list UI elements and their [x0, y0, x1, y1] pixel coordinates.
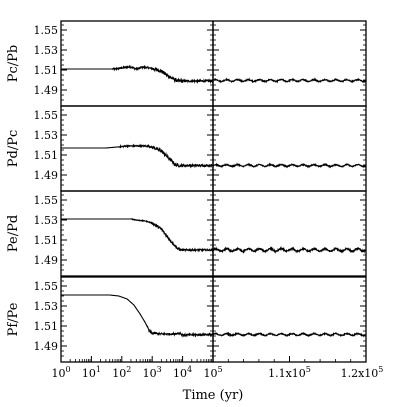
y-tick-label: 1.51	[34, 320, 59, 333]
panel-frame-left	[60, 20, 214, 107]
y-tick-label: 1.55	[34, 24, 59, 37]
x-tick-label-right: 1.1x105	[268, 365, 311, 380]
panel-frame-right	[212, 105, 367, 192]
panel-3: 1.49 1.51 1.53 1.55 Pe/Pd	[6, 190, 367, 277]
series-right-line	[212, 331, 367, 338]
x-tick-label-left: 105	[203, 365, 222, 380]
y-axis-label-3: Pe/Pd	[6, 215, 21, 252]
y-tick-label: 1.53	[34, 300, 59, 313]
panel-frame-right	[212, 20, 367, 107]
panel-1: 1.49 1.51 1.53 1.55 Pc/Pb	[6, 20, 367, 107]
series-left-line	[61, 143, 214, 169]
y-tick-label: 1.49	[34, 169, 59, 182]
series-left-line	[61, 217, 214, 253]
y-tick-label: 1.55	[34, 109, 59, 122]
series-right-line	[212, 162, 367, 169]
x-tick-label-left: 100	[51, 365, 70, 380]
x-tick-label-left: 101	[82, 365, 101, 380]
y-tick-label: 1.49	[34, 84, 59, 97]
y-axis-label-2: Pd/Pc	[6, 130, 21, 167]
series-left-line	[61, 294, 214, 339]
panels-group: 1.49 1.51 1.53 1.55 Pc/Pb 1.49 1.51 1.53 1.55 Pd/…	[6, 20, 367, 363]
y-tick-label: 1.55	[34, 280, 59, 293]
panel-frame-left	[60, 276, 214, 363]
series-right-line	[212, 77, 367, 84]
panel-frame-left	[60, 190, 214, 277]
x-tick-label-left: 103	[143, 365, 162, 380]
y-axis-label-1: Pc/Pb	[6, 45, 21, 82]
y-tick-label: 1.53	[34, 129, 59, 142]
y-tick-label: 1.55	[34, 194, 59, 207]
series-right-line	[212, 246, 367, 255]
y-tick-label: 1.53	[34, 214, 59, 227]
y-axis-label-4: Pf/Pe	[6, 302, 21, 336]
x-tick-label-right: 1.2x105	[341, 365, 384, 380]
y-tick-label: 1.49	[34, 254, 59, 267]
panel-frame-right	[212, 190, 367, 277]
y-tick-label: 1.51	[34, 64, 59, 77]
series-left-line	[61, 64, 214, 85]
panel-2: 1.49 1.51 1.53 1.55 Pd/Pc	[6, 105, 367, 192]
y-tick-label: 1.51	[34, 149, 59, 162]
panel-frame-right	[212, 276, 367, 363]
x-axis-label: Time (yr)	[183, 388, 244, 403]
y-tick-label: 1.51	[34, 234, 59, 247]
x-tick-label-left: 104	[173, 365, 192, 380]
y-tick-label: 1.53	[34, 44, 59, 57]
y-tick-label: 1.49	[34, 340, 59, 353]
x-tick-label-left: 102	[112, 365, 131, 380]
x-axis-labels: 100 101 102 103 104 105 1.1x105 1.2x105	[51, 356, 383, 380]
panel-4: 1.49 1.51 1.53 1.55 Pf/Pe	[6, 276, 367, 363]
